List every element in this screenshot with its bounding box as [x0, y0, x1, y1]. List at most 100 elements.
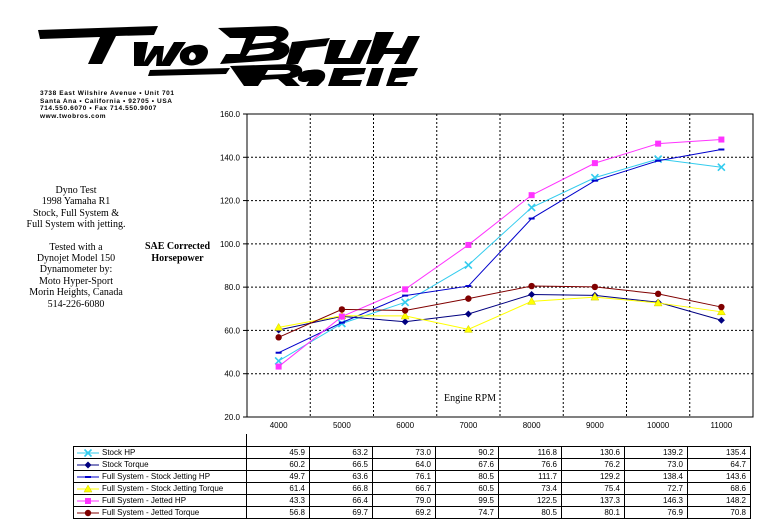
website-line: www.twobros.com — [40, 112, 107, 120]
data-label: 43.3 — [246, 493, 310, 507]
y-tick-label: 40.0 — [224, 370, 240, 379]
table-header-row — [73, 434, 751, 446]
y-tick-label: 160.0 — [220, 110, 241, 119]
data-label: 63.6 — [309, 469, 373, 483]
info-line: Dynojet Model 150 — [36, 253, 116, 265]
data-label: 45.9 — [246, 445, 310, 459]
y-tick-label: 100.0 — [220, 240, 241, 249]
legend-label: Stock Torque — [102, 459, 149, 469]
data-point — [464, 310, 472, 318]
x-tick-label: 5000 — [333, 421, 351, 430]
data-point — [718, 136, 725, 143]
data-point — [464, 261, 473, 270]
data-point — [401, 318, 409, 326]
tester-info: Tested with a Dynojet Model 150 Dynamome… — [2, 242, 150, 310]
data-label: 63.2 — [309, 445, 373, 459]
legend-marker — [83, 448, 93, 457]
legend-label: Full System - Stock Jetting Torque — [102, 483, 224, 493]
data-label: 56.8 — [246, 505, 310, 519]
info-line: Moto Hyper-Sport — [39, 275, 113, 287]
table-row: Full System - Stock Jetting HP 49.7 63.6 76… — [73, 469, 751, 483]
data-label: 60.5 — [435, 481, 499, 495]
x-tick-label: 11000 — [711, 421, 733, 430]
legend-key — [77, 475, 99, 478]
data-point — [465, 241, 472, 248]
data-label: 79.0 — [372, 493, 436, 507]
data-label: 76.9 — [624, 505, 688, 519]
data-label: 90.2 — [435, 445, 499, 459]
data-point — [527, 203, 536, 212]
data-label: 76.6 — [498, 457, 562, 471]
series-4 — [274, 292, 726, 333]
series-line — [278, 294, 722, 331]
legend-key — [77, 497, 99, 504]
table-spacer-cell — [688, 434, 751, 446]
x-tick-label: 7000 — [459, 421, 477, 430]
info-line: Morin Heights, Canada — [29, 287, 123, 299]
x-tick-label: 8000 — [523, 421, 541, 430]
legend-entry: Stock Torque — [73, 457, 247, 471]
legend-label: Full System - Jetted Torque — [102, 507, 200, 517]
data-label: 60.2 — [246, 457, 310, 471]
series-line — [278, 285, 722, 338]
data-point — [590, 292, 600, 301]
data-point — [275, 334, 282, 341]
legend-entry: Full System - Jetted HP — [73, 493, 247, 507]
series-line — [278, 139, 722, 367]
legend-marker — [83, 483, 93, 492]
data-label: 143.6 — [687, 469, 751, 483]
data-label: 130.6 — [561, 445, 625, 459]
data-point — [338, 306, 346, 313]
data-label: 72.7 — [624, 481, 688, 495]
data-label: 138.4 — [624, 469, 688, 483]
data-label: 66.8 — [309, 481, 373, 495]
data-point — [401, 307, 409, 314]
data-label: 73.0 — [624, 457, 688, 471]
table-corner — [73, 434, 247, 446]
data-label: 68.6 — [687, 481, 751, 495]
legend-label: Full System - Stock Jetting HP — [102, 471, 211, 481]
data-label: 80.5 — [435, 469, 499, 483]
data-point — [717, 316, 725, 324]
table-row: Full System - Jetted Torque 56.8 69.7 69.2 7… — [73, 505, 751, 519]
x-tick-label: 9000 — [586, 421, 604, 430]
x-tick-label: 10000 — [647, 421, 670, 430]
table-spacer-cell — [436, 434, 499, 446]
data-point — [463, 324, 473, 333]
test-description: Dyno Test 1998 Yamaha R1 Stock, Full Sys… — [2, 185, 150, 231]
data-table: Stock HP 45.9 63.2 73.0 90.2 116.8 130.6 139.2 1… — [73, 434, 751, 519]
data-point — [402, 286, 409, 293]
table-spacer-cell — [625, 434, 688, 446]
dyno-chart: 20.0 40.0 60.0 80.0 100.0 120.0 140.0 160.0 400… — [220, 110, 754, 430]
data-point — [400, 311, 410, 320]
phone-line: 714.550.6070 • Fax 714.550.9007 — [40, 105, 158, 112]
y-tick-label: 140.0 — [220, 153, 241, 162]
info-line: Dyno Test — [55, 185, 97, 196]
series-3 — [275, 148, 725, 354]
table-spacer-cell — [247, 434, 310, 446]
series-line — [278, 296, 722, 330]
data-point — [653, 298, 663, 307]
y-tick-label: 20.0 — [224, 413, 240, 422]
data-point — [591, 160, 598, 167]
legend-key — [77, 448, 99, 457]
info-line: 1998 Yamaha R1 — [41, 196, 111, 208]
legend-entry: Stock HP — [73, 445, 247, 459]
data-label: 122.5 — [498, 493, 562, 507]
data-label: 70.8 — [687, 505, 751, 519]
data-label: 76.1 — [372, 469, 436, 483]
data-label: 116.8 — [498, 445, 562, 459]
series-1 — [274, 154, 726, 366]
series-6 — [275, 282, 725, 341]
data-label: 74.7 — [435, 505, 499, 519]
data-point — [718, 303, 725, 311]
y-axis-title: SAE Corrected Horsepower — [144, 241, 211, 264]
table-spacer-cell — [310, 434, 373, 446]
data-label: 146.3 — [624, 493, 688, 507]
data-label: 111.7 — [498, 469, 562, 483]
legend-label: Full System - Jetted HP — [102, 495, 187, 505]
data-point — [655, 140, 662, 147]
info-line: Dynamometer by: — [39, 264, 113, 276]
data-point — [275, 363, 282, 370]
data-point — [465, 295, 472, 302]
